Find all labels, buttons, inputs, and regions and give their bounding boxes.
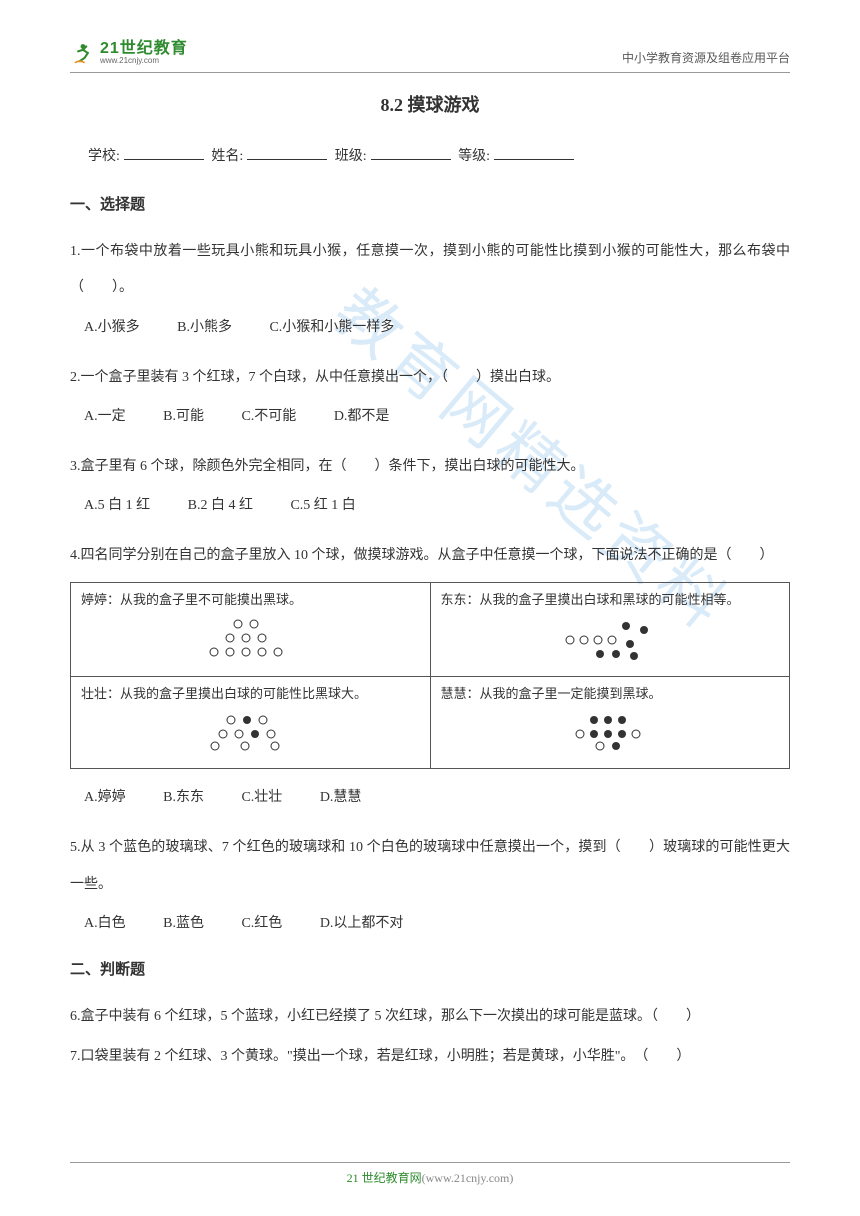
question-6: 6.盒子中装有 6 个红球，5 个蓝球，小红已经摸了 5 次红球，那么下一次摸出… <box>70 999 790 1035</box>
question-5: 5.从 3 个蓝色的玻璃球、7 个红色的玻璃球和 10 个白色的玻璃球中任意摸出… <box>70 830 790 903</box>
q1-opt-b[interactable]: B.小熊多 <box>177 320 232 335</box>
question-5-options: A.白色 B.蓝色 C.红色 D.以上都不对 <box>84 909 790 940</box>
blank-class[interactable] <box>371 146 451 160</box>
dots-zhuangzhuang <box>81 706 420 762</box>
q3-opt-c[interactable]: C.5 红 1 白 <box>290 498 355 513</box>
blank-school[interactable] <box>124 146 204 160</box>
question-2-options: A.一定 B.可能 C.不可能 D.都不是 <box>84 402 790 433</box>
question-4-options: A.婷婷 B.东东 C.壮壮 D.慧慧 <box>84 783 790 814</box>
label-grade: 等级: <box>458 149 490 164</box>
blank-grade[interactable] <box>494 146 574 160</box>
runner-icon <box>70 40 96 66</box>
cell-zhuangzhuang-label: 壮壮：从我的盒子里摸出白球的可能性比黑球大。 <box>81 683 420 702</box>
dots-dongdong <box>441 612 780 670</box>
label-school: 学校: <box>88 149 120 164</box>
logo-text-cn: 21世纪教育 <box>100 41 188 57</box>
section-2-heading: 二、判断题 <box>70 958 790 979</box>
q4-opt-b[interactable]: B.东东 <box>163 790 204 805</box>
dots-huihui <box>441 706 780 762</box>
blank-name[interactable] <box>247 146 327 160</box>
section-1-heading: 一、选择题 <box>70 193 790 214</box>
q4-opt-a[interactable]: A.婷婷 <box>84 790 126 805</box>
q2-opt-d[interactable]: D.都不是 <box>334 409 390 424</box>
logo: 21世纪教育 www.21cnjy.com <box>70 40 188 66</box>
footer-brand: 21 世纪教育网 <box>347 1171 422 1185</box>
cell-dongdong: 东东：从我的盒子里摸出白球和黑球的可能性相等。 <box>430 583 790 677</box>
page-header: 21世纪教育 www.21cnjy.com 中小学教育资源及组卷应用平台 <box>70 40 790 73</box>
question-3-options: A.5 白 1 红 B.2 白 4 红 C.5 红 1 白 <box>84 491 790 522</box>
question-1-options: A.小猴多 B.小熊多 C.小猴和小熊一样多 <box>84 313 790 344</box>
question-7: 7.口袋里装有 2 个红球、3 个黄球。"摸出一个球，若是红球，小明胜；若是黄球… <box>70 1039 790 1075</box>
label-name: 姓名: <box>211 149 243 164</box>
logo-text-url: www.21cnjy.com <box>100 57 188 65</box>
q1-opt-a[interactable]: A.小猴多 <box>84 320 140 335</box>
q3-opt-b[interactable]: B.2 白 4 红 <box>188 498 253 513</box>
cell-dongdong-label: 东东：从我的盒子里摸出白球和黑球的可能性相等。 <box>441 589 780 608</box>
page: 21世纪教育 www.21cnjy.com 中小学教育资源及组卷应用平台 8.2… <box>0 0 860 1110</box>
q5-opt-c[interactable]: C.红色 <box>241 916 282 931</box>
q1-opt-c[interactable]: C.小猴和小熊一样多 <box>269 320 394 335</box>
header-right-text: 中小学教育资源及组卷应用平台 <box>622 49 790 66</box>
question-4-table: 婷婷：从我的盒子里不可能摸出黑球。 <box>70 582 790 769</box>
q4-opt-c[interactable]: C.壮壮 <box>241 790 282 805</box>
info-form: 学校: 姓名: 班级: 等级: <box>88 145 790 165</box>
question-3: 3.盒子里有 6 个球，除颜色外完全相同，在（ ）条件下，摸出白球的可能性大。 <box>70 449 790 485</box>
dots-tingting <box>81 612 420 670</box>
cell-huihui: 慧慧：从我的盒子里一定能摸到黑球。 <box>430 677 790 769</box>
question-4: 4.四名同学分别在自己的盒子里放入 10 个球，做摸球游戏。从盒子中任意摸一个球… <box>70 538 790 574</box>
q2-opt-c[interactable]: C.不可能 <box>241 409 296 424</box>
question-2: 2.一个盒子里装有 3 个红球，7 个白球，从中任意摸出一个，（ ）摸出白球。 <box>70 360 790 396</box>
q4-opt-d[interactable]: D.慧慧 <box>320 790 362 805</box>
page-title: 8.2 摸球游戏 <box>70 91 790 117</box>
cell-zhuangzhuang: 壮壮：从我的盒子里摸出白球的可能性比黑球大。 <box>71 677 431 769</box>
cell-huihui-label: 慧慧：从我的盒子里一定能摸到黑球。 <box>441 683 780 702</box>
label-class: 班级: <box>335 149 367 164</box>
question-1: 1.一个布袋中放着一些玩具小熊和玩具小猴，任意摸一次，摸到小熊的可能性比摸到小猴… <box>70 234 790 307</box>
q5-opt-b[interactable]: B.蓝色 <box>163 916 204 931</box>
q3-opt-a[interactable]: A.5 白 1 红 <box>84 498 150 513</box>
cell-tingting: 婷婷：从我的盒子里不可能摸出黑球。 <box>71 583 431 677</box>
cell-tingting-label: 婷婷：从我的盒子里不可能摸出黑球。 <box>81 589 420 608</box>
q2-opt-b[interactable]: B.可能 <box>163 409 204 424</box>
q5-opt-d[interactable]: D.以上都不对 <box>320 916 404 931</box>
page-footer: 21 世纪教育网(www.21cnjy.com) <box>70 1162 790 1186</box>
q5-opt-a[interactable]: A.白色 <box>84 916 126 931</box>
footer-url: (www.21cnjy.com) <box>422 1171 514 1185</box>
q2-opt-a[interactable]: A.一定 <box>84 409 126 424</box>
